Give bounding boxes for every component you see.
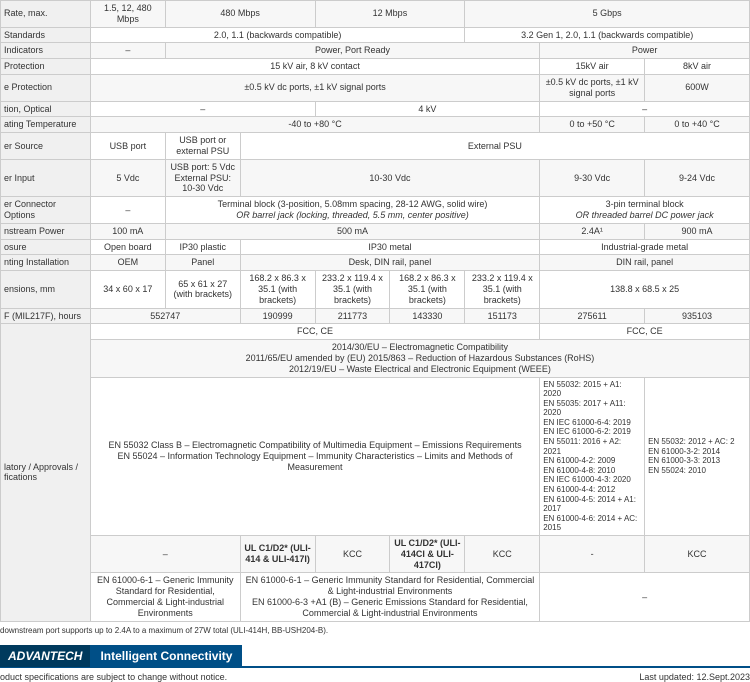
footer-bar: ADVANTECH Intelligent Connectivity	[0, 645, 750, 667]
footnote: downstream port supports up to 2.4A to a…	[0, 622, 750, 645]
brand-logo: ADVANTECH	[0, 645, 90, 667]
tagline: Intelligent Connectivity	[90, 645, 242, 667]
disclaimer: oduct specifications are subject to chan…	[0, 672, 227, 682]
row-label: Rate, max.	[1, 1, 91, 28]
spec-table: Rate, max. 1.5, 12, 480 Mbps 480 Mbps 12…	[0, 0, 750, 622]
regulatory-label: latory / Approvals / fications	[1, 324, 91, 621]
last-updated: Last updated: 12.Sept.2023	[639, 672, 750, 682]
